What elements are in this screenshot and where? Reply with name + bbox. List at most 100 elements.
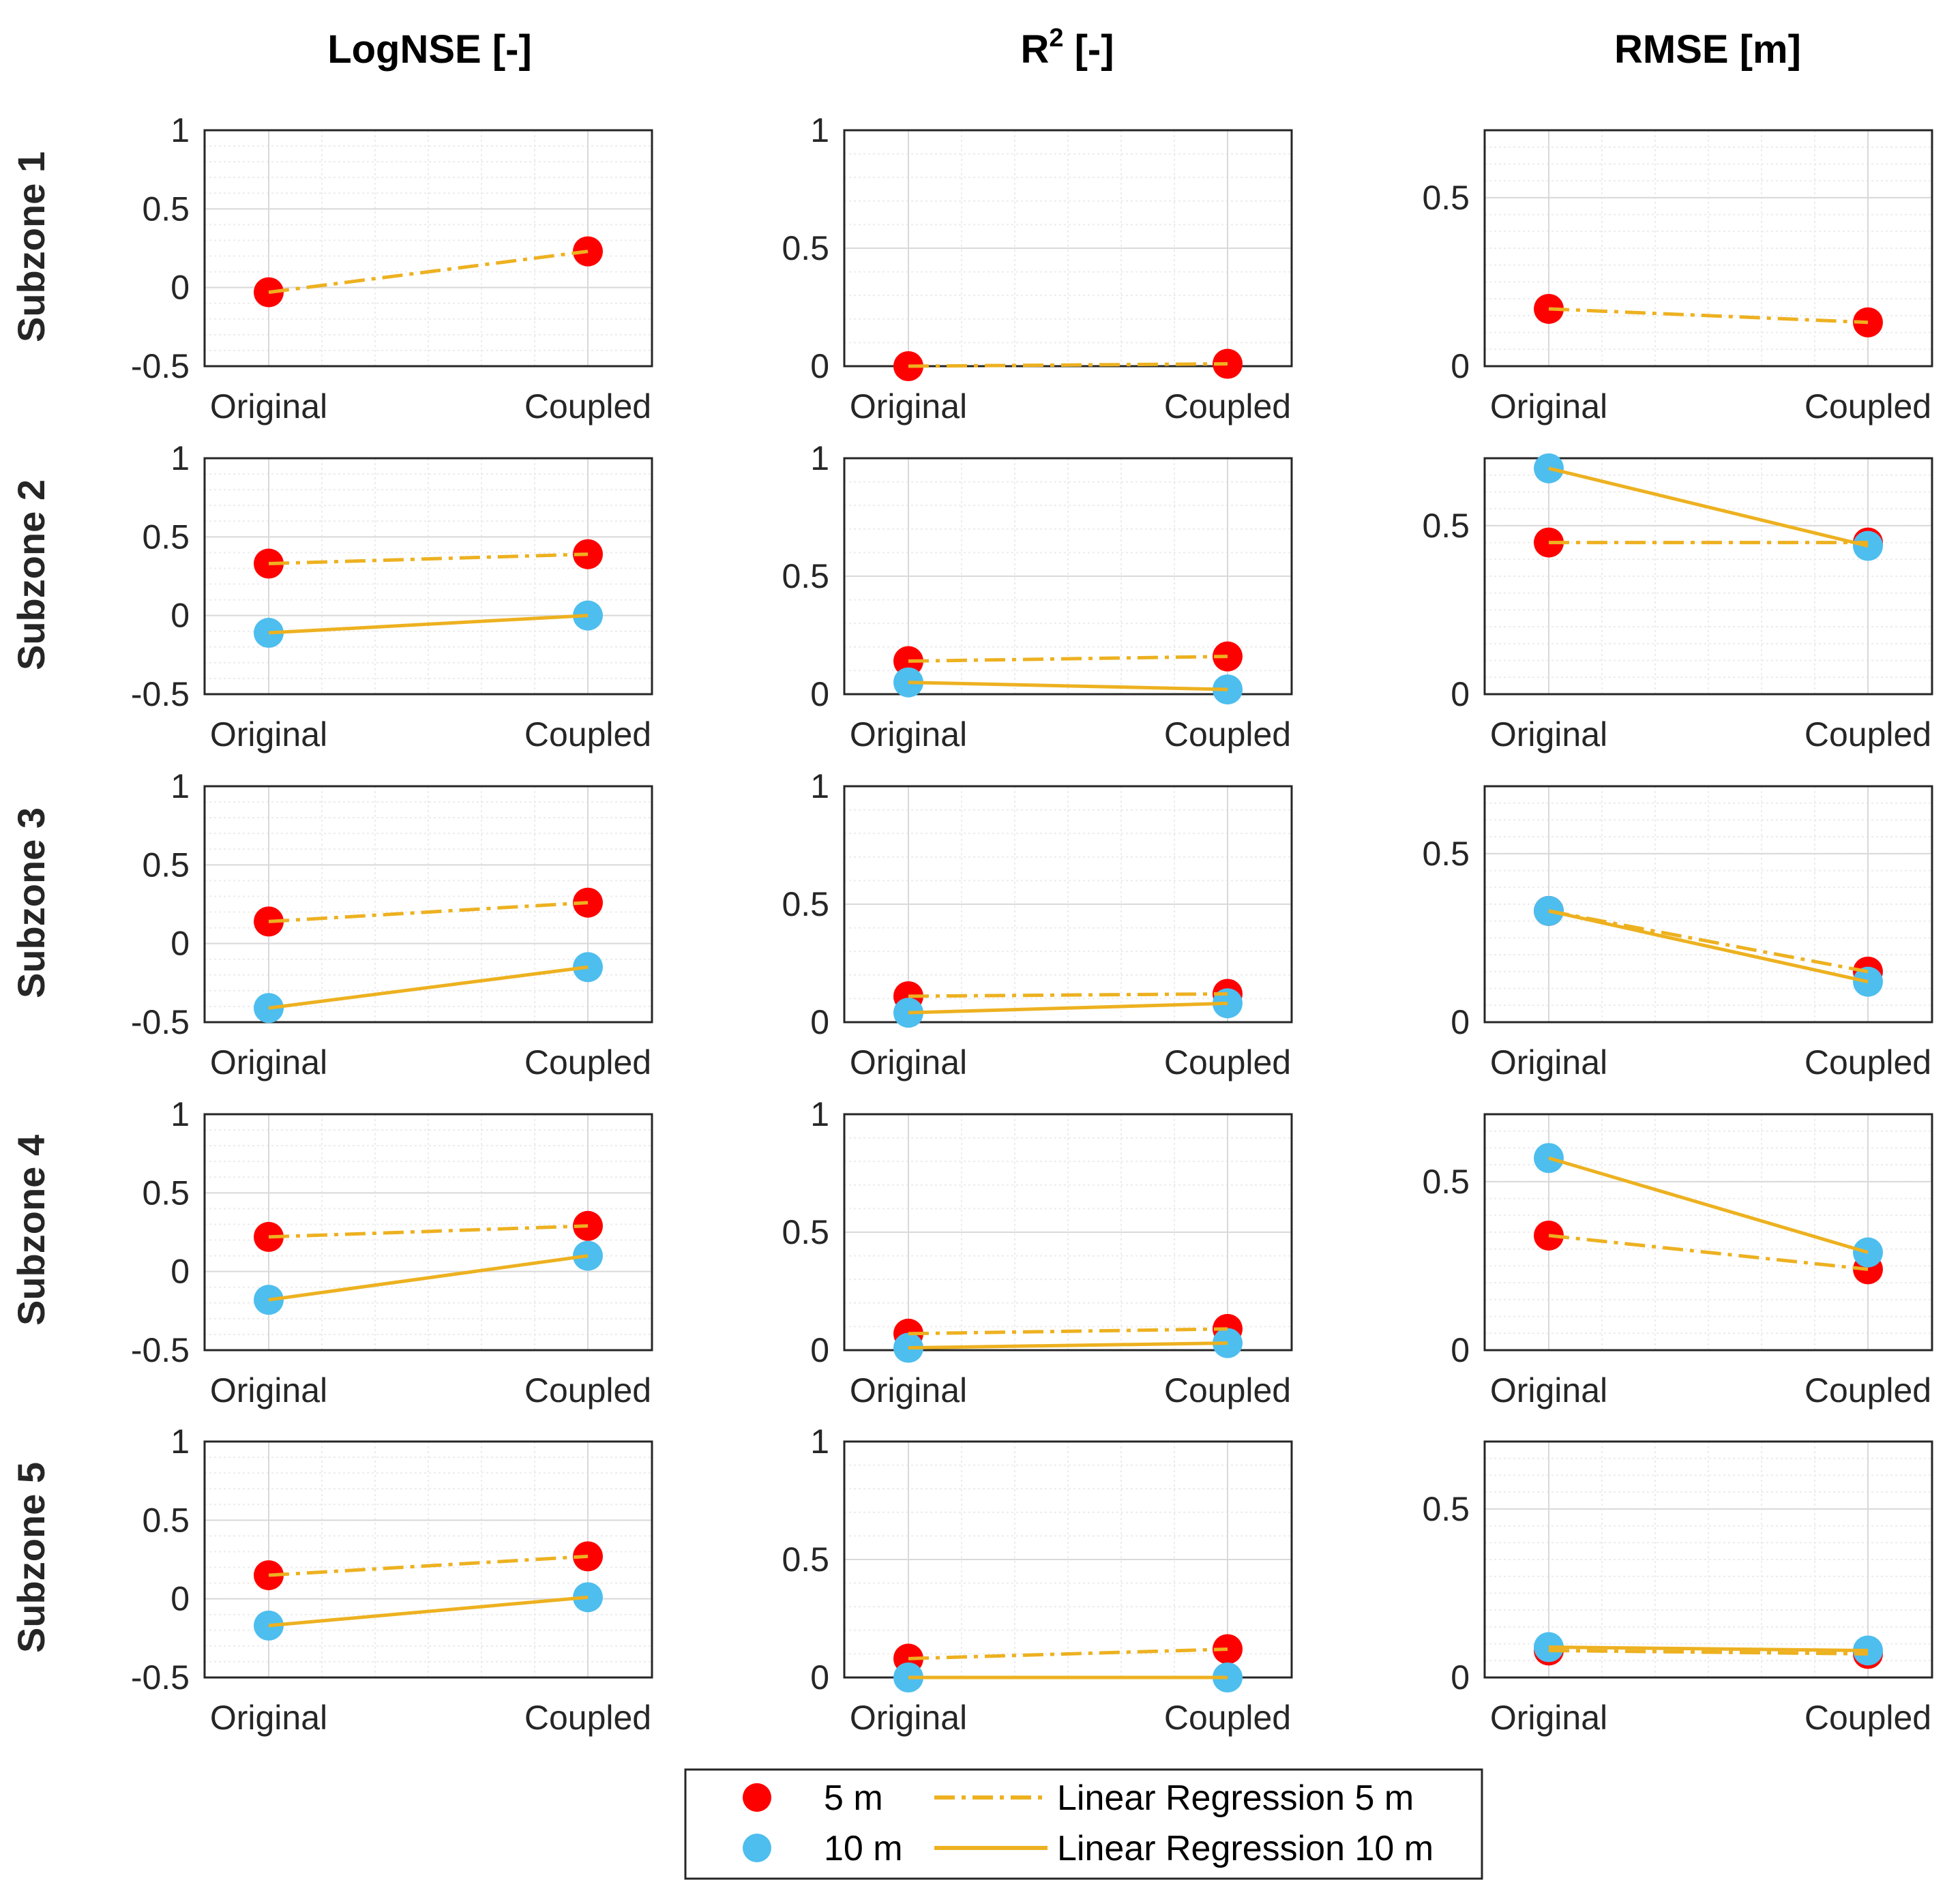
y-tick-label: 0.5 xyxy=(142,846,190,884)
y-tick-label: 1 xyxy=(170,767,190,805)
x-tick-label: Original xyxy=(1490,1371,1607,1409)
y-tick-label: 0 xyxy=(170,925,190,963)
panel-r3-c1: -0.5 0 0.5 1 Original Coupled xyxy=(131,767,653,1081)
r2-title-main: R xyxy=(1020,27,1049,72)
row-label-subzone-5: Subzone 5 xyxy=(10,1462,53,1653)
x-tick-label: Original xyxy=(1490,715,1607,753)
x-tick-label: Coupled xyxy=(1805,1699,1931,1737)
panel-r3-c2: 0 0.5 1 Original Coupled xyxy=(782,767,1293,1081)
y-tick-label: 1 xyxy=(810,767,829,805)
legend-label-regression-10m: Linear Regression 10 m xyxy=(1057,1829,1434,1868)
y-tick-label: 0.5 xyxy=(1422,507,1470,545)
regression-line-5m xyxy=(268,250,589,295)
legend-label-10m: 10 m xyxy=(824,1829,903,1868)
x-tick-label: Coupled xyxy=(1805,1043,1931,1081)
panel-r4-c2: 0 0.5 1 Original Coupled xyxy=(782,1095,1293,1409)
y-tick-label: 0.5 xyxy=(1422,1490,1470,1528)
legend-marker-5m xyxy=(743,1783,771,1812)
y-tick-label: 0.5 xyxy=(782,557,829,595)
y-tick-label: 0 xyxy=(170,1580,190,1618)
axes-box xyxy=(1483,785,1933,1024)
axes-box xyxy=(1483,129,1933,368)
regression-line-5m xyxy=(908,1647,1228,1660)
y-tick-label: 0.5 xyxy=(782,1213,829,1251)
x-tick-label: Coupled xyxy=(1805,715,1931,753)
regression-line-10m xyxy=(908,1001,1228,1015)
panel-r4-c3: 0 0.5 Original Coupled xyxy=(1422,1113,1933,1409)
x-tick-label: Coupled xyxy=(1805,387,1931,426)
regression-line-5m xyxy=(1548,1234,1869,1271)
y-tick-label: 0 xyxy=(1451,1331,1470,1369)
y-tick-label: 0 xyxy=(1451,675,1470,713)
legend: 5 m 10 m Linear Regression 5 m Linear Re… xyxy=(684,1768,1483,1880)
axes-box xyxy=(203,1440,653,1679)
regression-line-5m xyxy=(908,1327,1228,1336)
panel-r1-c1: -0.5 0 0.5 1 Original Coupled xyxy=(131,111,653,426)
x-tick-label: Coupled xyxy=(1164,715,1291,753)
column-title-r2: R2 [-] xyxy=(1020,24,1114,72)
regression-line-5m xyxy=(908,991,1228,998)
axes-box xyxy=(203,457,653,696)
regression-line-10m xyxy=(1548,1156,1869,1255)
y-tick-label: -0.5 xyxy=(131,1003,190,1041)
x-tick-label: Coupled xyxy=(524,387,651,426)
regression-line-10m xyxy=(268,965,589,1010)
x-tick-label: Original xyxy=(210,1699,327,1737)
row-label-subzone-2: Subzone 2 xyxy=(10,479,53,670)
y-tick-label: 0.5 xyxy=(142,190,190,228)
y-tick-label: 0.5 xyxy=(142,1501,190,1539)
x-tick-label: Original xyxy=(1490,1043,1607,1081)
x-tick-label: Original xyxy=(850,387,967,426)
r2-title-rest: [-] xyxy=(1063,27,1114,72)
y-tick-label: 0.5 xyxy=(142,1174,190,1212)
x-tick-label: Original xyxy=(1490,1699,1607,1737)
x-tick-label: Original xyxy=(850,1699,967,1737)
panel-r2-c2: 0 0.5 1 Original Coupled xyxy=(782,439,1293,753)
r2-title-sup: 2 xyxy=(1049,24,1063,53)
axes-box xyxy=(203,1113,653,1352)
y-tick-label: 0.5 xyxy=(782,1540,829,1579)
regression-line-10m xyxy=(268,1595,589,1628)
regression-line-5m xyxy=(908,655,1228,663)
legend-box xyxy=(684,1768,1483,1880)
y-tick-label: 0.5 xyxy=(1422,835,1470,873)
axes-box xyxy=(203,129,653,368)
x-tick-label: Original xyxy=(850,715,967,753)
y-tick-label: 1 xyxy=(170,1095,190,1133)
y-tick-label: 0 xyxy=(1451,1658,1470,1697)
row-label-subzone-3: Subzone 3 xyxy=(10,807,53,998)
legend-label-regression-5m: Linear Regression 5 m xyxy=(1057,1778,1414,1818)
y-tick-label: 0.5 xyxy=(782,885,829,923)
panel-r5-c1: -0.5 0 0.5 1 Original Coupled xyxy=(131,1422,653,1737)
row-label-subzone-4: Subzone 4 xyxy=(10,1135,53,1326)
regression-line-5m xyxy=(268,901,589,923)
axes-box xyxy=(843,1113,1293,1352)
x-tick-label: Original xyxy=(850,1371,967,1409)
y-tick-label: 0 xyxy=(810,347,829,385)
panel-r5-c3: 0 0.5 Original Coupled xyxy=(1422,1440,1933,1737)
y-tick-label: 1 xyxy=(170,111,190,149)
regression-line-10m xyxy=(1548,909,1869,984)
regression-line-10m xyxy=(1548,466,1869,548)
y-tick-label: 1 xyxy=(170,439,190,477)
panel-grid: -0.5 0 0.5 1 Original Coupled 0 0.5 1 Original Cou… xyxy=(131,111,1933,1737)
row-label-subzone-1: Subzone 1 xyxy=(10,151,53,342)
panel-r2-c1: -0.5 0 0.5 1 Original Coupled xyxy=(131,439,653,753)
legend-label-5m: 5 m xyxy=(824,1778,883,1818)
regression-line-5m xyxy=(268,552,589,566)
x-tick-label: Coupled xyxy=(524,715,651,753)
regression-line-5m xyxy=(268,1224,589,1239)
axes-box xyxy=(203,785,653,1024)
x-tick-label: Original xyxy=(1490,387,1607,426)
panel-r1-c2: 0 0.5 1 Original Coupled xyxy=(782,111,1293,426)
axes-box xyxy=(843,457,1293,696)
regression-line-5m xyxy=(268,1554,589,1577)
x-tick-label: Coupled xyxy=(1164,387,1291,426)
y-tick-label: -0.5 xyxy=(131,347,190,385)
panel-r1-c3: 0 0.5 Original Coupled xyxy=(1422,129,1933,426)
x-tick-label: Coupled xyxy=(524,1371,651,1409)
y-tick-label: 0 xyxy=(170,269,190,307)
y-tick-label: 0 xyxy=(810,675,829,713)
panel-r3-c3: 0 0.5 Original Coupled xyxy=(1422,785,1933,1081)
